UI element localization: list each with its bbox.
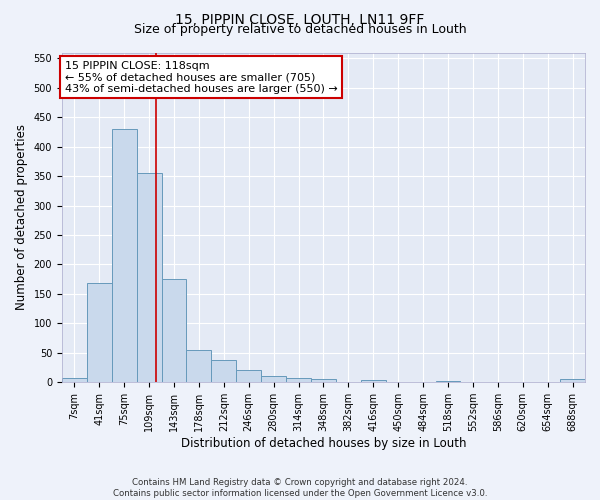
Bar — [87, 284, 112, 382]
Bar — [286, 378, 311, 382]
Bar — [311, 380, 336, 382]
Bar — [361, 380, 386, 382]
Bar — [236, 370, 261, 382]
Bar — [112, 129, 137, 382]
Text: 15 PIPPIN CLOSE: 118sqm
← 55% of detached houses are smaller (705)
43% of semi-d: 15 PIPPIN CLOSE: 118sqm ← 55% of detache… — [65, 60, 337, 94]
Bar — [62, 378, 87, 382]
Y-axis label: Number of detached properties: Number of detached properties — [15, 124, 28, 310]
Bar — [211, 360, 236, 382]
Bar — [137, 173, 161, 382]
Bar — [261, 376, 286, 382]
Text: Contains HM Land Registry data © Crown copyright and database right 2024.
Contai: Contains HM Land Registry data © Crown c… — [113, 478, 487, 498]
Bar — [187, 350, 211, 382]
Bar — [560, 380, 585, 382]
Text: 15, PIPPIN CLOSE, LOUTH, LN11 9FF: 15, PIPPIN CLOSE, LOUTH, LN11 9FF — [175, 12, 425, 26]
Bar — [436, 381, 460, 382]
Text: Size of property relative to detached houses in Louth: Size of property relative to detached ho… — [134, 22, 466, 36]
Bar — [161, 279, 187, 382]
X-axis label: Distribution of detached houses by size in Louth: Distribution of detached houses by size … — [181, 437, 466, 450]
